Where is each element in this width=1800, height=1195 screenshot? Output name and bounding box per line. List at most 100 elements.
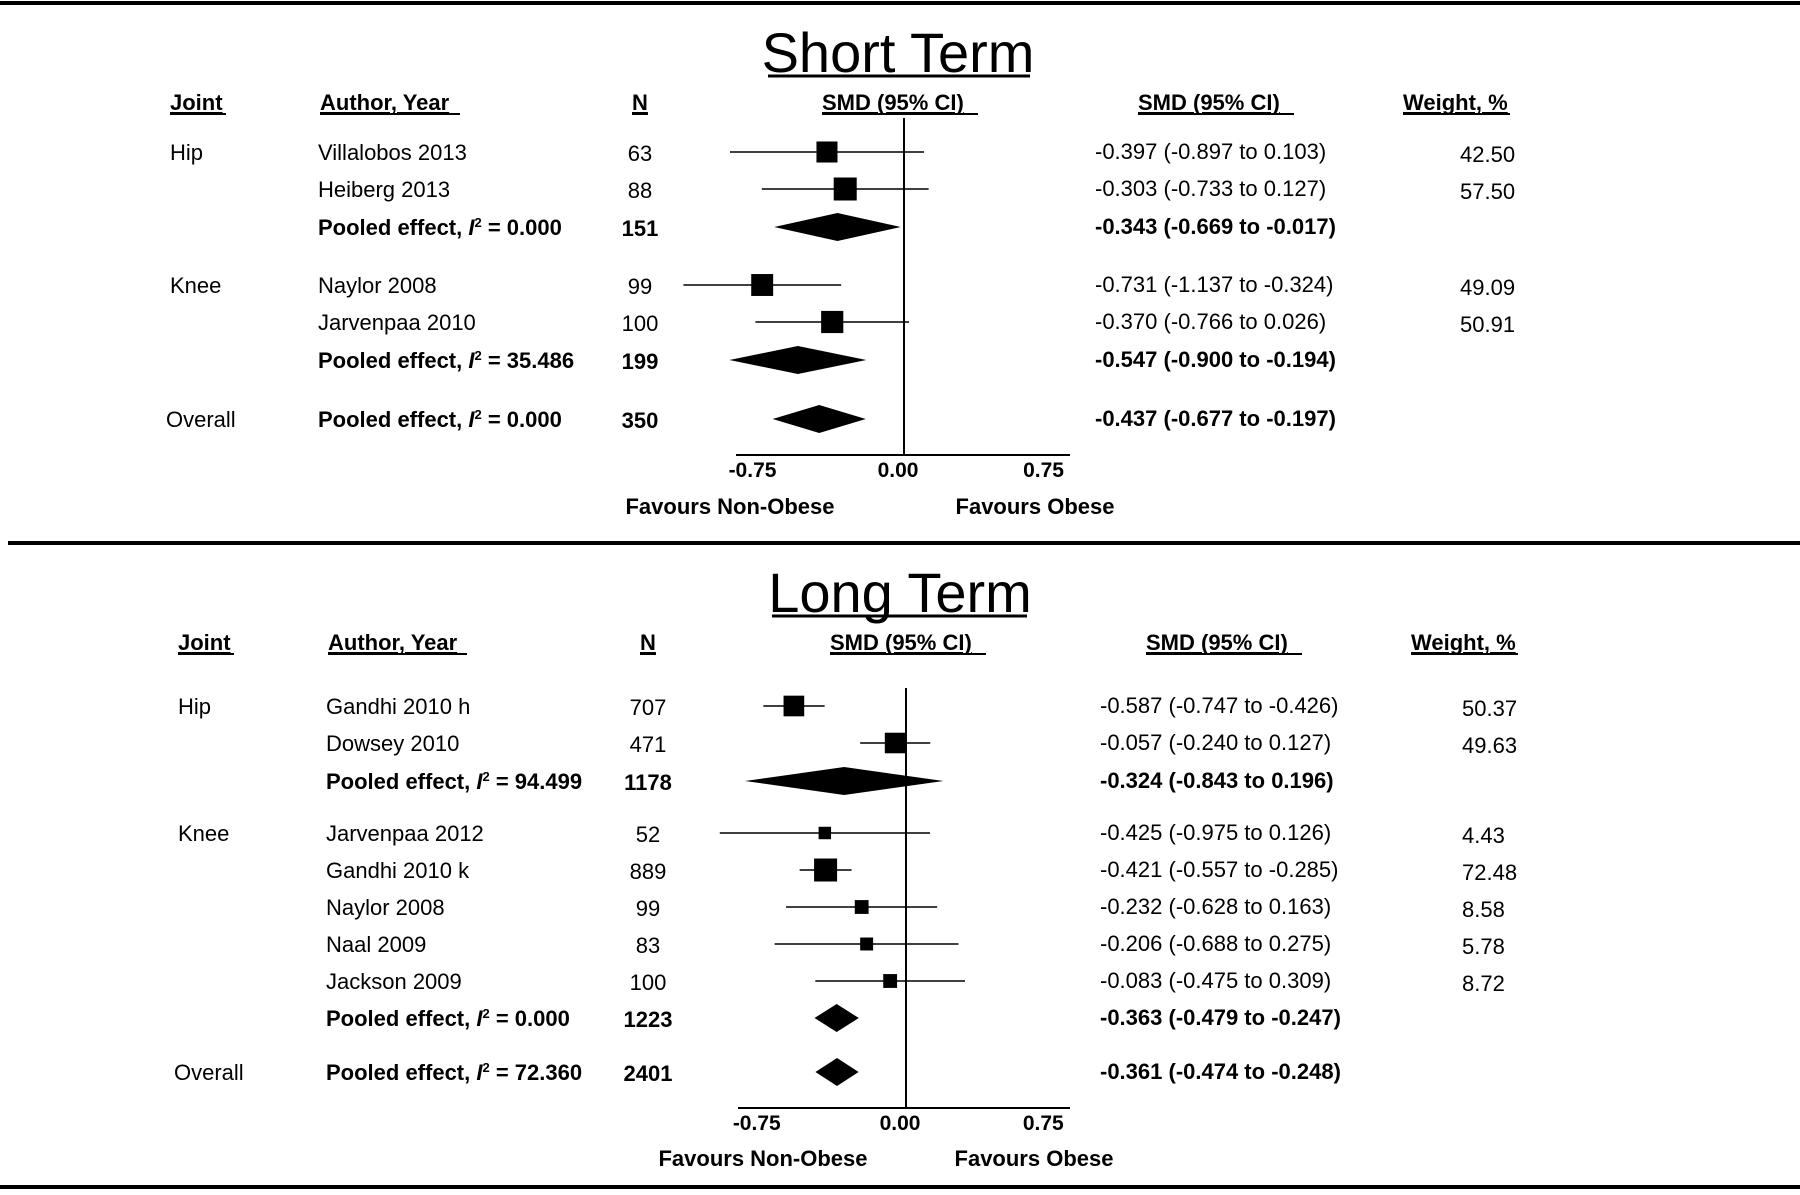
sample-size: 350: [622, 408, 659, 433]
i2-symbol: I: [468, 215, 475, 240]
weight-value: 8.58: [1462, 897, 1505, 922]
study-author: Naal 2009: [326, 932, 426, 957]
i2-superscript: 2: [482, 1006, 489, 1021]
pooled-label: Pooled effect, I2 = 72.360: [326, 1060, 582, 1085]
i2-value: 94.499: [515, 769, 582, 794]
sample-size: 2401: [624, 1061, 673, 1086]
pooled-diamond: [814, 1004, 859, 1032]
study-author: Dowsey 2010: [326, 731, 459, 756]
i2-equals: =: [482, 348, 507, 373]
smd-ci-text: -0.361 (-0.474 to -0.248): [1100, 1059, 1341, 1084]
smd-ci-text: -0.370 (-0.766 to 0.026): [1095, 309, 1326, 334]
smd-ci-text: -0.587 (-0.747 to -0.426): [1100, 693, 1338, 718]
sample-size: 1178: [624, 770, 672, 795]
sample-size: 99: [636, 896, 660, 921]
i2-equals: =: [490, 769, 515, 794]
sample-size: 83: [636, 933, 660, 958]
pooled-label: Pooled effect, I2 = 35.486: [318, 348, 574, 373]
i2-superscript: 2: [474, 215, 481, 230]
point-estimate-square: [814, 858, 838, 882]
pooled-label-text: Pooled effect,: [318, 407, 468, 432]
study-author: Heiberg 2013: [318, 177, 450, 202]
smd-ci-text: -0.324 (-0.843 to 0.196): [1100, 768, 1334, 793]
x-tick-label: 0.00: [878, 459, 919, 482]
favours-left-label: Favours Non-Obese: [625, 494, 834, 519]
i2-equals: =: [482, 407, 507, 432]
study-author: Jarvenpaa 2012: [326, 821, 484, 846]
header-author: Author, Year: [328, 630, 458, 655]
sample-size: 151: [622, 216, 659, 241]
header-n: N: [632, 90, 648, 115]
weight-value: 8.72: [1462, 971, 1505, 996]
weight-value: 50.91: [1460, 312, 1515, 337]
sample-size: 99: [628, 274, 652, 299]
pooled-label-text: Pooled effect,: [326, 769, 476, 794]
i2-equals: =: [490, 1060, 515, 1085]
smd-ci-text: -0.303 (-0.733 to 0.127): [1095, 176, 1326, 201]
i2-symbol: I: [468, 407, 475, 432]
i2-superscript: 2: [474, 348, 481, 363]
pooled-label-text: Pooled effect,: [326, 1060, 476, 1085]
i2-value: 72.360: [515, 1060, 582, 1085]
pooled-label: Pooled effect, I2 = 0.000: [318, 407, 562, 432]
study-author: Gandhi 2010 k: [326, 858, 470, 883]
weight-value: 5.78: [1462, 934, 1505, 959]
i2-value: 0.000: [507, 215, 562, 240]
sample-size: 63: [628, 141, 652, 166]
i2-superscript: 2: [482, 769, 489, 784]
x-tick-label: 0.75: [1023, 1112, 1064, 1135]
sample-size: 471: [630, 732, 667, 757]
joint-label: Hip: [170, 140, 203, 165]
study-author: Villalobos 2013: [318, 140, 467, 165]
i2-value: 0.000: [515, 1006, 570, 1031]
header-joint: Joint: [178, 630, 231, 655]
joint-label: Overall: [166, 407, 236, 432]
joint-label: Knee: [178, 821, 229, 846]
study-author: Jackson 2009: [326, 969, 462, 994]
point-estimate-square: [821, 310, 844, 334]
i2-symbol: I: [476, 1060, 483, 1085]
point-estimate-square: [854, 900, 869, 914]
point-estimate-square: [783, 695, 805, 717]
sample-size: 889: [630, 859, 667, 884]
joint-label: Hip: [178, 694, 211, 719]
i2-symbol: I: [476, 769, 483, 794]
pooled-label: Pooled effect, I2 = 94.499: [326, 769, 582, 794]
i2-superscript: 2: [474, 407, 481, 422]
header-plot-smd: SMD (95% CI): [830, 630, 972, 655]
panel-title: Short Term: [762, 21, 1035, 84]
sample-size: 707: [630, 695, 667, 720]
sample-size: 100: [630, 970, 667, 995]
smd-ci-text: -0.343 (-0.669 to -0.017): [1095, 214, 1336, 239]
i2-superscript: 2: [482, 1060, 489, 1075]
joint-label: Overall: [174, 1060, 244, 1085]
weight-value: 72.48: [1462, 860, 1517, 885]
weight-value: 4.43: [1462, 823, 1505, 848]
sample-size: 1223: [624, 1007, 673, 1032]
favours-left-label: Favours Non-Obese: [658, 1146, 867, 1171]
header-n: N: [640, 630, 656, 655]
pooled-label: Pooled effect, I2 = 0.000: [318, 215, 562, 240]
i2-equals: =: [482, 215, 507, 240]
favours-right-label: Favours Obese: [955, 1146, 1114, 1171]
pooled-diamond: [772, 405, 866, 433]
point-estimate-square: [884, 732, 906, 754]
header-plot-smd: SMD (95% CI): [822, 90, 964, 115]
point-estimate-square: [751, 274, 774, 296]
favours-right-label: Favours Obese: [956, 494, 1115, 519]
smd-ci-text: -0.232 (-0.628 to 0.163): [1100, 894, 1331, 919]
smd-ci-text: -0.421 (-0.557 to -0.285): [1100, 857, 1338, 882]
x-tick-label: 0.00: [880, 1112, 921, 1135]
header-joint: Joint: [170, 90, 223, 115]
header-ci-smd: SMD (95% CI): [1138, 90, 1280, 115]
sample-size: 100: [622, 311, 659, 336]
joint-label: Knee: [170, 273, 221, 298]
pooled-diamond: [815, 1058, 859, 1086]
study-author: Jarvenpaa 2010: [318, 310, 476, 335]
i2-equals: =: [490, 1006, 515, 1031]
pooled-label-text: Pooled effect,: [318, 348, 468, 373]
i2-value: 35.486: [507, 348, 574, 373]
pooled-label-text: Pooled effect,: [326, 1006, 476, 1031]
smd-ci-text: -0.437 (-0.677 to -0.197): [1095, 406, 1336, 431]
point-estimate-square: [883, 974, 898, 988]
